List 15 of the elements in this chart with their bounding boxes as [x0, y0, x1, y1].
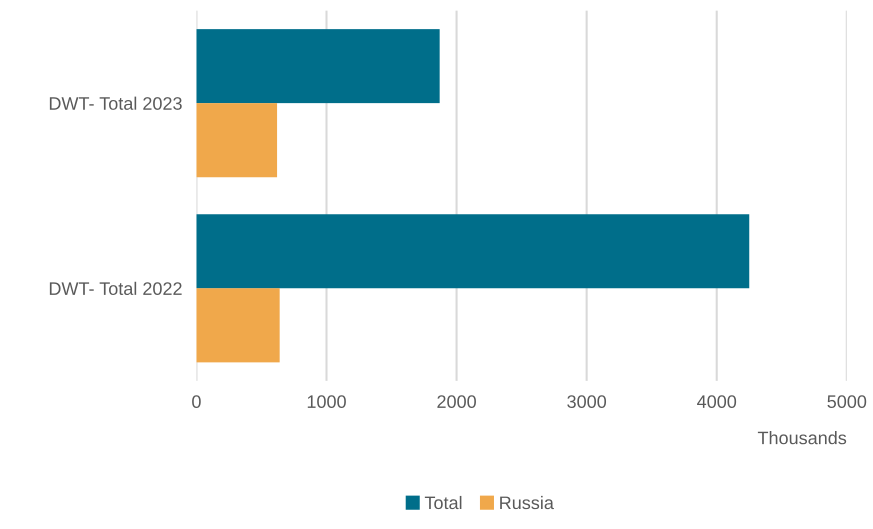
- x-tick-label: 5000: [827, 395, 866, 408]
- x-tick-label: 0: [192, 395, 201, 408]
- x-tick-label: 1000: [308, 395, 346, 408]
- y-tick-label: DWT- Total 2022: [50, 282, 182, 296]
- x-tick-label: 3000: [567, 395, 606, 408]
- x-tick-label: 4000: [697, 395, 736, 408]
- y-tick-label: DWT- Total 2023: [50, 96, 182, 110]
- bar: [196, 103, 278, 178]
- bar: [196, 288, 280, 362]
- legend-label: Russia: [500, 496, 554, 510]
- bar: [196, 214, 750, 288]
- x-tick-label: 2000: [437, 395, 476, 408]
- x-axis-title: Thousands: [758, 431, 846, 444]
- bar: [196, 29, 440, 104]
- legend-label: Total: [424, 496, 462, 510]
